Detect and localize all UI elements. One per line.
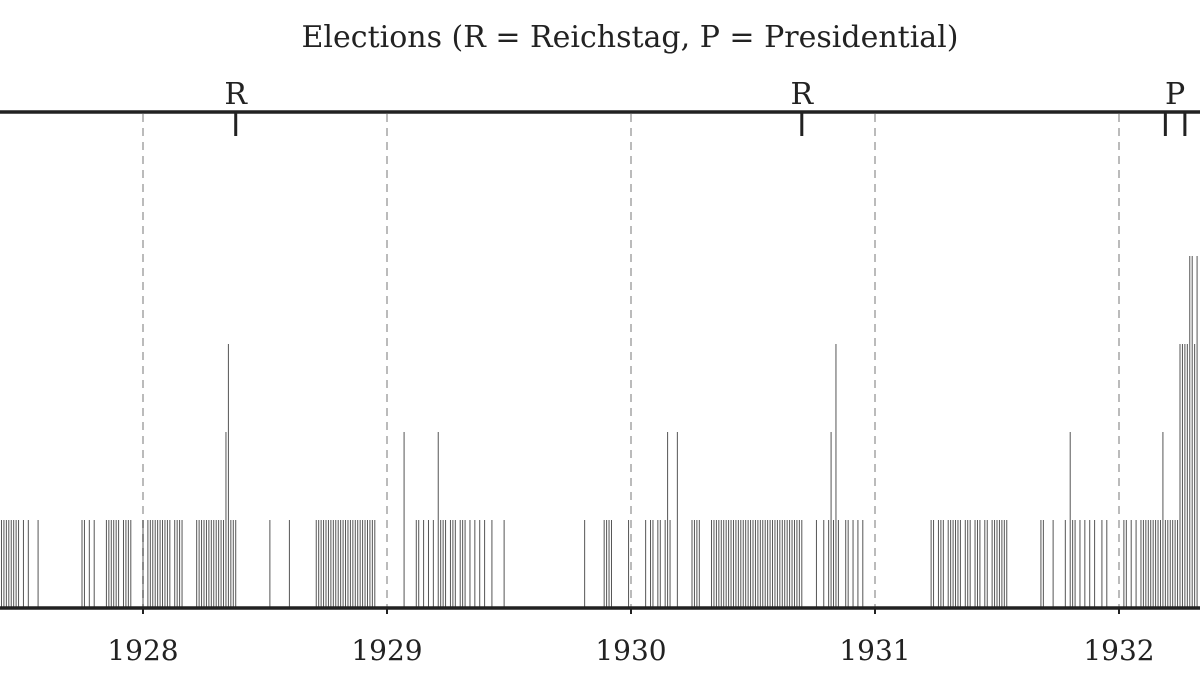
chart-title: Elections (R = Reichstag, P = Presidenti… [302,20,959,55]
x-tick-label-1931: 1931 [839,634,910,667]
election-label: R [224,77,248,112]
x-tick-label-1929: 1929 [351,634,422,667]
x-tick-label-1928: 1928 [107,634,178,667]
x-tick-label-1932: 1932 [1083,634,1154,667]
x-axis-ticks: 1928 1929 1930 1931 1932 [107,608,1155,667]
x-tick-label-1930: 1930 [595,634,666,667]
election-label: R [791,77,815,112]
election-label: P [1165,77,1185,112]
event-bars [0,256,1198,608]
